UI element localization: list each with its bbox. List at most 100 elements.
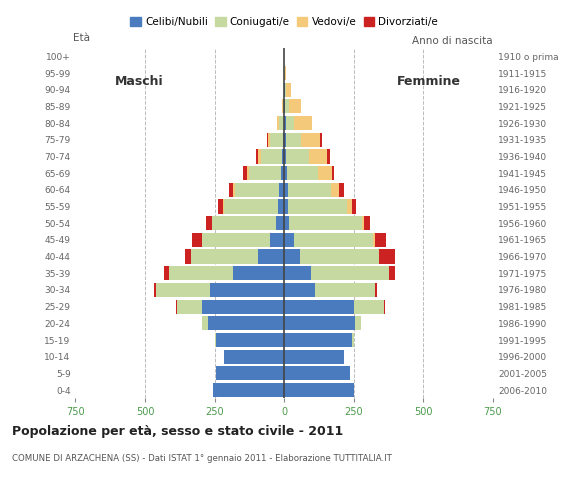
Legend: Celibi/Nubili, Coniugati/e, Vedovi/e, Divorziati/e: Celibi/Nubili, Coniugati/e, Vedovi/e, Di… <box>126 13 442 31</box>
Bar <box>249 166 281 180</box>
Bar <box>202 300 284 314</box>
Bar <box>233 183 235 197</box>
Bar <box>277 216 284 230</box>
Bar <box>331 183 339 197</box>
Bar <box>284 149 287 164</box>
Bar <box>277 116 278 130</box>
Bar <box>284 383 354 397</box>
Bar <box>185 250 191 264</box>
Bar <box>284 250 299 264</box>
Bar <box>375 233 386 247</box>
Bar <box>288 199 347 214</box>
Bar <box>284 300 354 314</box>
Bar <box>285 66 286 80</box>
Text: Maschi: Maschi <box>115 75 164 88</box>
Bar <box>215 333 216 347</box>
Bar <box>311 266 389 280</box>
Bar <box>208 316 284 330</box>
Bar <box>223 199 224 214</box>
Bar <box>206 216 212 230</box>
Bar <box>361 216 364 230</box>
Bar <box>355 316 361 330</box>
Bar <box>278 199 284 214</box>
Text: COMUNE DI ARZACHENA (SS) - Dati ISTAT 1° gennaio 2011 - Elaborazione TUTTITALIA.: COMUNE DI ARZACHENA (SS) - Dati ISTAT 1°… <box>12 454 392 463</box>
Text: Femmine: Femmine <box>397 75 461 88</box>
Bar <box>233 266 284 280</box>
Bar <box>284 233 294 247</box>
Bar <box>211 283 284 297</box>
Bar <box>258 250 284 264</box>
Bar <box>289 99 302 113</box>
Bar <box>229 183 233 197</box>
Bar <box>318 166 332 180</box>
Bar <box>353 333 354 347</box>
Text: Anno di nascita: Anno di nascita <box>412 36 493 46</box>
Bar <box>320 132 322 147</box>
Bar <box>375 283 378 297</box>
Bar <box>216 333 284 347</box>
Bar <box>379 250 395 264</box>
Bar <box>156 283 211 297</box>
Bar <box>235 183 279 197</box>
Bar <box>258 149 261 164</box>
Bar <box>353 199 356 214</box>
Bar <box>294 233 374 247</box>
Text: Popolazione per età, sesso e stato civile - 2011: Popolazione per età, sesso e stato civil… <box>12 425 343 438</box>
Bar <box>284 366 350 381</box>
Bar <box>224 349 284 364</box>
Bar <box>354 300 385 314</box>
Bar <box>282 149 284 164</box>
Bar <box>279 183 284 197</box>
Bar <box>284 183 288 197</box>
Bar <box>283 99 284 113</box>
Bar <box>169 266 233 280</box>
Bar <box>294 116 312 130</box>
Bar <box>288 183 331 197</box>
Bar <box>284 132 285 147</box>
Bar <box>284 216 289 230</box>
Bar <box>216 366 284 381</box>
Bar <box>284 166 287 180</box>
Bar <box>299 250 379 264</box>
Bar <box>285 83 286 97</box>
Bar <box>285 116 294 130</box>
Bar <box>374 233 375 247</box>
Bar <box>284 349 344 364</box>
Bar <box>224 199 278 214</box>
Bar <box>284 283 315 297</box>
Bar <box>261 149 282 164</box>
Bar <box>309 149 327 164</box>
Bar <box>281 166 284 180</box>
Bar <box>286 83 291 97</box>
Bar <box>278 116 284 130</box>
Bar <box>246 166 249 180</box>
Bar <box>327 149 330 164</box>
Bar <box>339 183 344 197</box>
Bar <box>287 149 309 164</box>
Bar <box>289 216 361 230</box>
Bar <box>284 316 355 330</box>
Bar <box>243 166 246 180</box>
Bar <box>256 149 258 164</box>
Bar <box>364 216 370 230</box>
Bar <box>213 383 284 397</box>
Text: Età: Età <box>72 33 90 43</box>
Bar <box>164 266 169 280</box>
Bar <box>212 216 277 230</box>
Bar <box>268 132 270 147</box>
Bar <box>284 199 288 214</box>
Bar <box>285 99 289 113</box>
Bar <box>284 116 285 130</box>
Bar <box>347 199 353 214</box>
Bar <box>270 233 284 247</box>
Bar <box>285 132 301 147</box>
Bar <box>332 166 334 180</box>
Bar <box>287 166 318 180</box>
Bar <box>283 132 284 147</box>
Bar <box>154 283 156 297</box>
Bar <box>284 266 311 280</box>
Bar <box>202 316 208 330</box>
Bar <box>389 266 396 280</box>
Bar <box>315 283 375 297</box>
Bar <box>177 300 202 314</box>
